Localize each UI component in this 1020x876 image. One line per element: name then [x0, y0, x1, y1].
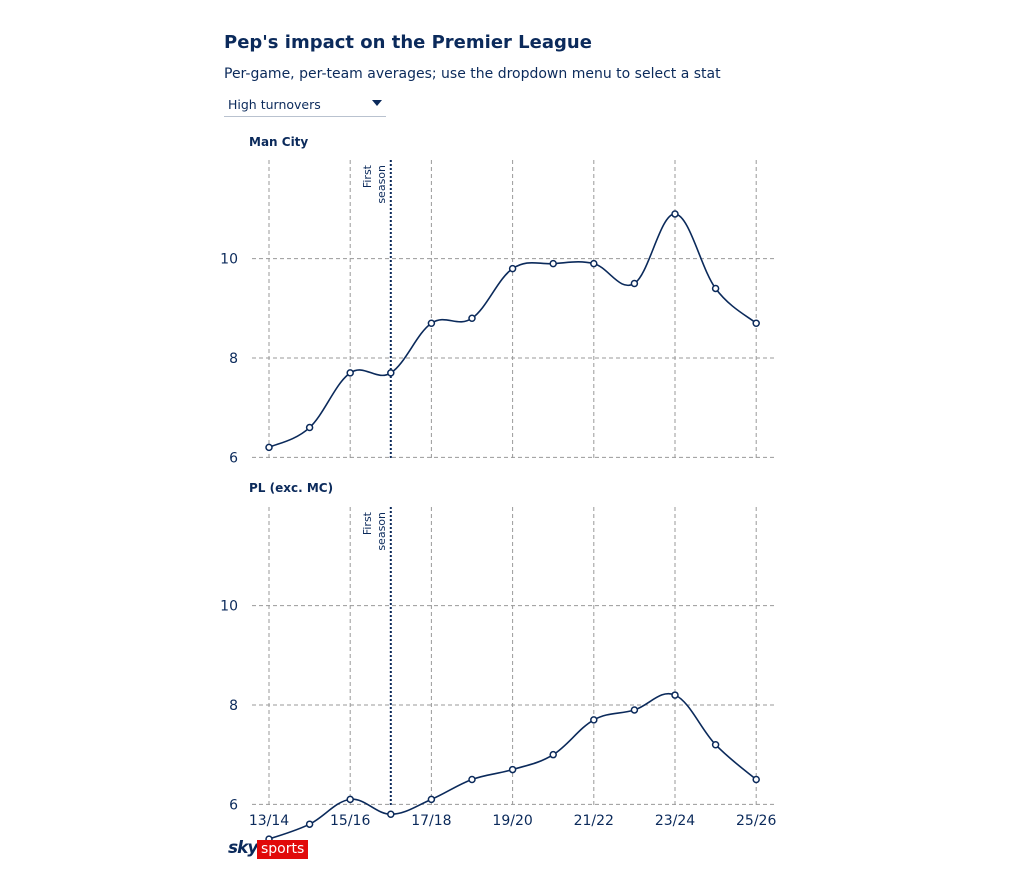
- data-point: [671, 691, 679, 699]
- x-tick-label: 23/24: [655, 813, 695, 829]
- data-point: [468, 314, 476, 323]
- first-season-label: season: [375, 512, 388, 551]
- chart-subtitle: Per-game, per-team averages; use the dro…: [224, 66, 721, 82]
- data-point: [427, 319, 436, 327]
- data-point: [549, 259, 557, 268]
- stat-dropdown-value: High turnovers: [228, 97, 321, 112]
- y-tick-label: 6: [229, 797, 238, 813]
- data-point: [346, 795, 354, 804]
- logo-sports-text: sports: [257, 840, 309, 859]
- x-tick-label: 13/14: [249, 813, 289, 829]
- x-tick-label: 17/18: [411, 813, 451, 829]
- data-point: [590, 259, 598, 268]
- first-season-label: First: [361, 164, 374, 188]
- x-tick-label: 19/20: [492, 813, 532, 829]
- y-tick-label: 8: [229, 351, 238, 367]
- data-point: [427, 795, 436, 804]
- panel-label: PL (exc. MC): [249, 481, 333, 495]
- data-point: [508, 264, 517, 273]
- stat-dropdown[interactable]: High turnovers: [224, 94, 386, 117]
- data-point: [549, 750, 557, 759]
- y-tick-label: 10: [220, 252, 238, 268]
- data-point: [630, 706, 639, 714]
- chart-title: Pep's impact on the Premier League: [224, 32, 592, 53]
- first-season-label: season: [375, 165, 388, 204]
- data-point: [711, 740, 720, 749]
- data-point: [468, 775, 476, 784]
- y-tick-label: 6: [229, 450, 238, 466]
- data-point: [671, 210, 679, 218]
- y-tick-label: 8: [229, 698, 238, 714]
- y-tick-label: 10: [220, 599, 238, 615]
- data-point: [590, 716, 598, 724]
- data-point: [711, 284, 720, 293]
- x-tick-label: 21/22: [574, 813, 614, 829]
- data-point: [305, 820, 314, 828]
- data-point: [752, 319, 760, 327]
- data-point: [752, 775, 760, 784]
- logo-sky-text: sky: [228, 838, 258, 858]
- chevron-down-icon[interactable]: [372, 100, 382, 106]
- data-point: [305, 423, 314, 432]
- data-point: [265, 443, 273, 452]
- x-tick-label: 25/26: [736, 813, 776, 829]
- data-point: [387, 369, 395, 377]
- data-point: [508, 765, 517, 774]
- panel-label: Man City: [249, 135, 308, 149]
- data-point: [630, 279, 639, 288]
- data-point: [346, 369, 354, 377]
- data-point: [387, 810, 395, 819]
- x-tick-label: 15/16: [330, 813, 370, 829]
- first-season-label: First: [361, 511, 374, 535]
